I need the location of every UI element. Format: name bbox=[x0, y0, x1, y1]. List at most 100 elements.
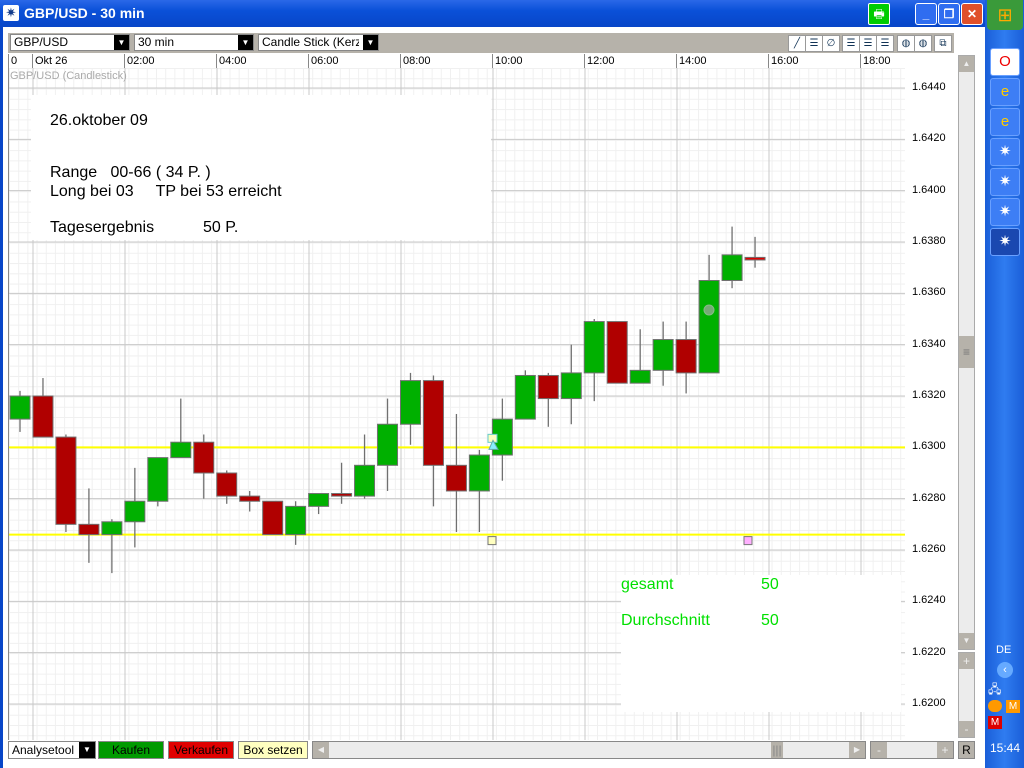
tray-mcafee-icon[interactable]: M bbox=[988, 716, 1002, 729]
detach-icon[interactable]: ⧉ bbox=[934, 35, 952, 52]
candle-body bbox=[399, 380, 421, 425]
printer-icon[interactable]: 🖶 bbox=[868, 3, 890, 25]
candle-body bbox=[744, 256, 766, 261]
candle-body bbox=[9, 395, 31, 420]
candle-body bbox=[560, 372, 582, 400]
time-label: 04:00 bbox=[216, 54, 247, 68]
avg-label: Durchschnitt bbox=[621, 612, 710, 629]
horizontal-scrollbar[interactable]: ◀ ||| ▶ bbox=[312, 741, 866, 759]
interval-value: 30 min bbox=[138, 35, 175, 49]
hzoom-in-button[interactable]: + bbox=[937, 742, 953, 758]
zoom-out-button[interactable]: - bbox=[959, 721, 974, 737]
time-label: 16:00 bbox=[768, 54, 799, 68]
app-window-icon[interactable]: ✷ bbox=[990, 138, 1020, 166]
candle-body bbox=[308, 493, 330, 507]
scroll-up-button[interactable]: ▲ bbox=[959, 56, 974, 72]
start-button[interactable]: ⊞ bbox=[987, 0, 1023, 30]
candle-body bbox=[55, 436, 77, 525]
hline-tool-icon[interactable]: ☰ bbox=[805, 35, 823, 52]
price-label: 1.6260 bbox=[912, 543, 946, 555]
scroll-down-button[interactable]: ▼ bbox=[959, 633, 974, 649]
ie-icon[interactable]: e bbox=[990, 78, 1020, 106]
zoom-in-button[interactable]: + bbox=[959, 653, 974, 669]
time-label: 18:00 bbox=[860, 54, 891, 68]
candle-body bbox=[32, 395, 54, 438]
price-label: 1.6340 bbox=[912, 337, 946, 350]
scroll-left-button[interactable]: ◀ bbox=[313, 742, 329, 758]
ie-icon[interactable]: e bbox=[990, 108, 1020, 136]
candle-body bbox=[422, 380, 444, 466]
candle-body bbox=[101, 521, 123, 536]
app-window-icon[interactable]: ✷ bbox=[990, 198, 1020, 226]
tray-m-icon[interactable]: M bbox=[1006, 700, 1020, 713]
candle-body bbox=[354, 464, 376, 497]
buy-button[interactable]: Kaufen bbox=[98, 741, 164, 759]
fib-tool-icon[interactable]: ∅ bbox=[822, 35, 840, 52]
price-label: 1.6400 bbox=[912, 183, 946, 196]
box-button[interactable]: Box setzen bbox=[238, 741, 308, 759]
color2-icon[interactable]: ◍ bbox=[914, 35, 932, 52]
gesamt-value: 50 bbox=[761, 576, 779, 593]
price-label: 1.6220 bbox=[912, 645, 946, 658]
time-label: Okt 26 bbox=[32, 54, 67, 68]
clock[interactable]: 15:44 bbox=[990, 741, 1021, 755]
candle-body bbox=[193, 441, 215, 474]
candle-body bbox=[262, 500, 284, 536]
hzoom-scrollbar[interactable]: - + bbox=[870, 741, 954, 759]
grid2-icon[interactable]: ☰ bbox=[859, 35, 877, 52]
avg-value: 50 bbox=[761, 612, 779, 629]
reset-button[interactable]: R bbox=[958, 741, 975, 759]
note-result-label: Tagesergebnis bbox=[50, 219, 155, 236]
sell-button[interactable]: Verkaufen bbox=[168, 741, 234, 759]
candle-body bbox=[583, 321, 605, 374]
network-icon[interactable]: 🖧 bbox=[988, 682, 1002, 696]
vertical-scrollbar[interactable]: ▲ ≡ ▼ bbox=[958, 55, 975, 650]
chart-area[interactable]: GBP/USD (Candlestick) 26.oktober 09 Rang… bbox=[8, 68, 906, 740]
symbol-value: GBP/USD bbox=[14, 35, 69, 49]
chevron-down-icon: ▼ bbox=[79, 742, 95, 758]
chevron-down-icon: ▼ bbox=[238, 35, 253, 50]
opera-icon[interactable]: O bbox=[990, 48, 1020, 76]
candle-body bbox=[285, 505, 307, 536]
scroll-right-button[interactable]: ▶ bbox=[849, 742, 865, 758]
candle-body bbox=[216, 472, 238, 497]
time-label: 08:00 bbox=[400, 54, 431, 68]
analysetool-select[interactable]: Analysetool ▼ bbox=[8, 741, 96, 759]
candle-body bbox=[537, 374, 559, 400]
chart-type-select[interactable]: Candle Stick (Kerzen ▼ bbox=[258, 34, 379, 51]
zoom-scrollbar[interactable]: + - bbox=[958, 652, 975, 738]
chevron-down-icon: ▼ bbox=[114, 35, 129, 50]
tray-app-icon[interactable] bbox=[988, 700, 1002, 712]
chevron-down-icon: ▼ bbox=[363, 35, 378, 50]
price-label: 1.6280 bbox=[912, 491, 946, 504]
candle-body bbox=[239, 495, 261, 502]
target-dot bbox=[703, 304, 715, 316]
app-window-icon-active[interactable]: ✷ bbox=[990, 228, 1020, 256]
app-window-icon[interactable]: ✷ bbox=[990, 168, 1020, 196]
price-label: 1.6240 bbox=[912, 594, 946, 607]
symbol-select[interactable]: GBP/USD ▼ bbox=[10, 34, 130, 51]
candle-body bbox=[147, 457, 169, 502]
color1-icon[interactable]: ◍ bbox=[897, 35, 915, 52]
interval-select[interactable]: 30 min ▼ bbox=[134, 34, 254, 51]
candle-body bbox=[468, 454, 490, 492]
app-icon: ✷ bbox=[3, 5, 19, 21]
note-date: 26.oktober 09 bbox=[50, 112, 148, 129]
grid1-icon[interactable]: ☰ bbox=[842, 35, 860, 52]
stats-box: gesamt 50 Durchschnitt 50 bbox=[621, 575, 901, 712]
hscroll-thumb[interactable]: ||| bbox=[771, 742, 783, 758]
restore-button[interactable]: ❐ bbox=[938, 3, 960, 25]
price-label: 1.6420 bbox=[912, 132, 946, 145]
minimize-button[interactable]: _ bbox=[915, 3, 937, 25]
time-label: 02:00 bbox=[124, 54, 155, 68]
time-label: 12:00 bbox=[584, 54, 615, 68]
language-indicator[interactable]: DE bbox=[996, 644, 1012, 656]
scroll-thumb[interactable]: ≡ bbox=[959, 336, 974, 368]
hzoom-out-button[interactable]: - bbox=[871, 742, 887, 758]
tray-expand-icon[interactable]: ‹ bbox=[997, 662, 1013, 678]
entry-arrow-icon bbox=[488, 439, 499, 450]
close-button[interactable]: ✕ bbox=[961, 3, 983, 25]
grid3-icon[interactable]: ☰ bbox=[876, 35, 894, 52]
line-tool-icon[interactable]: ╱ bbox=[788, 35, 806, 52]
note-range: Range 00-66 ( 34 P. ) bbox=[50, 164, 211, 181]
